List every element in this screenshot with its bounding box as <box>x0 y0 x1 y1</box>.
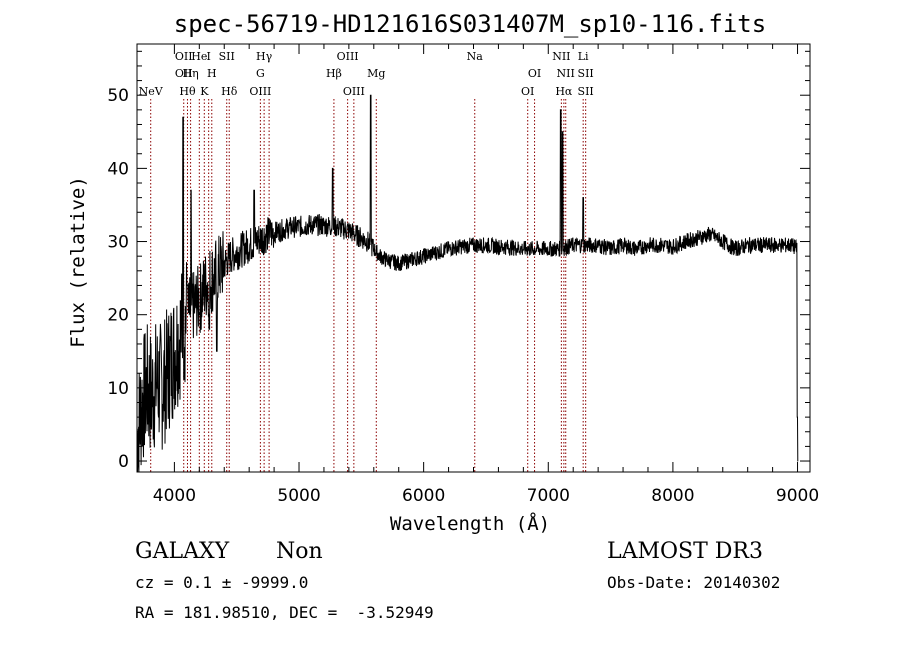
line-label-20-0: NII <box>552 50 570 63</box>
line-label-14-0: OIII <box>337 50 359 63</box>
line-label-24-0: SII <box>578 67 594 80</box>
line-label-15-0: OIII <box>343 85 365 98</box>
line-label-18-0: OI <box>521 85 534 98</box>
x-tick-label-4000: 4000 <box>153 486 196 506</box>
line-label-11-0: Hγ <box>256 50 273 63</box>
y-tick-label-50: 50 <box>107 86 129 106</box>
line-label-0-0: NeV <box>139 85 164 98</box>
redshift-readout: cz = 0.1 ± -9999.0 <box>135 573 309 592</box>
subclass-label: Non <box>276 539 323 564</box>
y-axis-label: Flux (relative) <box>67 176 89 348</box>
x-axis-label: Wavelength (Å) <box>390 512 550 535</box>
x-tick-label-6000: 6000 <box>402 486 445 506</box>
coordinates-readout: RA = 181.98510, DEC = -3.52949 <box>135 603 434 622</box>
line-label-24-1: SII <box>578 85 594 98</box>
y-tick-label-30: 30 <box>107 233 129 253</box>
x-tick-label-5000: 5000 <box>277 486 320 506</box>
line-label-23-0: Li <box>578 50 589 63</box>
line-label-2-0: Hθ <box>179 85 196 98</box>
line-label-1-1: OII <box>175 67 193 80</box>
spectrum-layer <box>136 94 799 473</box>
y-tick-label-40: 40 <box>107 159 129 179</box>
line-label-5-0: K <box>200 85 209 98</box>
line-label-13-0: Hβ <box>326 67 342 80</box>
line-label-19-0: OI <box>528 67 541 80</box>
line-label-22-0: NII <box>557 67 575 80</box>
line-label-16-0: Mg <box>367 67 385 80</box>
line-label-17-0: Na <box>467 50 484 63</box>
line-label-9-0: Hδ <box>221 85 238 98</box>
line-label-10-1: OIII <box>249 85 271 98</box>
spectral-class-label: GALAXY <box>135 539 230 564</box>
survey-label: LAMOST DR3 <box>607 539 763 564</box>
line-label-4-0: He <box>191 50 207 63</box>
y-tick-label-10: 10 <box>107 379 129 399</box>
line-label-10-0: G <box>256 67 265 80</box>
y-tick-label-0: 0 <box>118 452 129 472</box>
chart-title: spec-56719-HD121616S031407M_sp10-116.fit… <box>174 10 766 38</box>
line-label-3-0: Hη <box>182 67 198 80</box>
x-tick-label-9000: 9000 <box>776 486 819 506</box>
x-tick-label-7000: 7000 <box>527 486 570 506</box>
y-tick-label-20: 20 <box>107 306 129 326</box>
line-label-21-0: Hα <box>555 85 573 98</box>
line-label-8-0: SII <box>219 50 235 63</box>
line-label-1-0: OII <box>175 50 193 63</box>
line-label-6-0: I <box>206 50 210 63</box>
observation-date: Obs-Date: 20140302 <box>607 573 781 592</box>
line-label-7-0: H <box>207 67 217 80</box>
ticks: 4000 5000 6000 7000 8000 9000 0 10 20 30 40 50 <box>107 44 819 506</box>
emission-line-markers: NeVOIIOIIHθHηHeKIHSIIHδGOIIIHγHβOIIIOIII… <box>139 50 594 472</box>
x-tick-label-8000: 8000 <box>651 486 694 506</box>
spectrum-trace <box>136 94 799 473</box>
